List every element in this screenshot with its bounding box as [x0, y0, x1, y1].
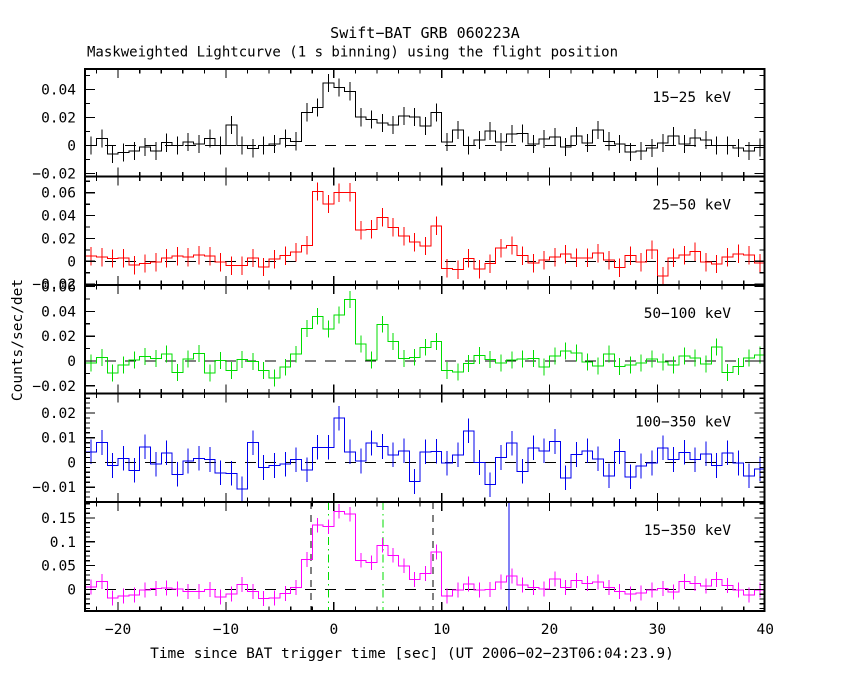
- x-ticks: [95, 285, 745, 394]
- y-tick-label: 0.02: [41, 329, 76, 345]
- panel-15-25-kev: −0.02 0 0.02 0.04 15−25 keV: [32, 68, 766, 183]
- panel-15-350-kev: 0 0.05 0.1 0.15 15−350 keV: [41, 501, 766, 612]
- x-tick-label: 20: [541, 622, 558, 638]
- y-tick-label: 0.1: [50, 535, 76, 551]
- y-tick-label: 0.02: [41, 406, 76, 422]
- y-tick-label: 0: [67, 354, 76, 370]
- y-axis-title: Counts/sec/det: [10, 279, 26, 401]
- chart-title: Swift−BAT GRB 060223A: [330, 24, 520, 42]
- y-tick-label: 0.01: [41, 431, 76, 447]
- x-tick-label: −20: [105, 622, 131, 638]
- x-axis-tick-labels: −20 −10 0 10 20 30 40: [105, 622, 774, 638]
- y-tick-label: −0.01: [32, 480, 76, 496]
- series-steps-100-350-kev: [85, 417, 765, 490]
- x-ticks: [95, 393, 745, 502]
- y-tick-label: 0: [67, 455, 76, 471]
- panel-stack: −0.02 0 0.02 0.04 15−25 keV −0.02 0 0.02 0.04 0.0…: [32, 68, 766, 612]
- y-tick-label: −0.02: [32, 167, 76, 183]
- series-group-15-350-kev: [85, 503, 765, 606]
- x-axis-title: Time since BAT trigger time [sec] (UT 20…: [150, 646, 674, 662]
- y-tick-label: 0: [67, 582, 76, 598]
- y-tick-label: 0: [67, 254, 76, 270]
- series-group-50-100-kev: [85, 291, 765, 387]
- y-tick-label: 0: [67, 139, 76, 155]
- panel-label-100-350-kev: 100−350 keV: [635, 415, 731, 431]
- y-tick-label: 0.06: [41, 186, 76, 202]
- panel-label-15-25-kev: 15−25 keV: [652, 90, 731, 106]
- y-ticks: [85, 286, 765, 387]
- x-tick-label: 0: [329, 622, 338, 638]
- panel-label-25-50-kev: 25−50 keV: [652, 198, 731, 214]
- y-tick-label: 0.05: [41, 559, 76, 575]
- x-tick-label: 30: [649, 622, 666, 638]
- x-tick-label: −10: [213, 622, 239, 638]
- y-tick-label: 0.04: [41, 82, 76, 98]
- series-steps-15-25-kev: [85, 82, 765, 155]
- x-ticks: [95, 502, 745, 611]
- y-tick-label: 0.04: [41, 304, 76, 320]
- panel-label-50-100-kev: 50−100 keV: [644, 306, 732, 322]
- x-ticks: [95, 176, 745, 285]
- y-tick-label: 0.06: [41, 280, 76, 296]
- x-ticks: [95, 69, 745, 177]
- chart-subtitle: Maskweighted Lightcurve (1 s binning) us…: [87, 45, 618, 61]
- y-tick-label: 0.02: [41, 231, 76, 247]
- y-tick-label: 0.15: [41, 511, 76, 527]
- series-steps-15-350-kev: [85, 510, 765, 600]
- y-ticks: [85, 74, 765, 175]
- series-errorbars-100-350-kev: [90, 405, 761, 502]
- series-group-100-350-kev: [85, 405, 765, 502]
- series-errorbars-50-100-kev: [90, 291, 761, 387]
- y-tick-label: −0.02: [32, 277, 76, 293]
- series-errorbars-25-50-kev: [90, 182, 761, 285]
- y-ticks: [85, 503, 765, 610]
- x-tick-label: 40: [757, 622, 774, 638]
- y-tick-label: 0.02: [41, 110, 76, 126]
- y-tick-label: 0.04: [41, 209, 76, 225]
- series-group-25-50-kev: [85, 182, 765, 285]
- panel-100-350-kev: −0.01 0 0.01 0.02 100−350 keV: [32, 392, 766, 503]
- series-errorbars-15-350-kev: [90, 503, 761, 606]
- x-tick-label: 10: [433, 622, 450, 638]
- y-tick-label: −0.02: [32, 379, 76, 395]
- panel-label-15-350-kev: 15−350 keV: [644, 523, 732, 539]
